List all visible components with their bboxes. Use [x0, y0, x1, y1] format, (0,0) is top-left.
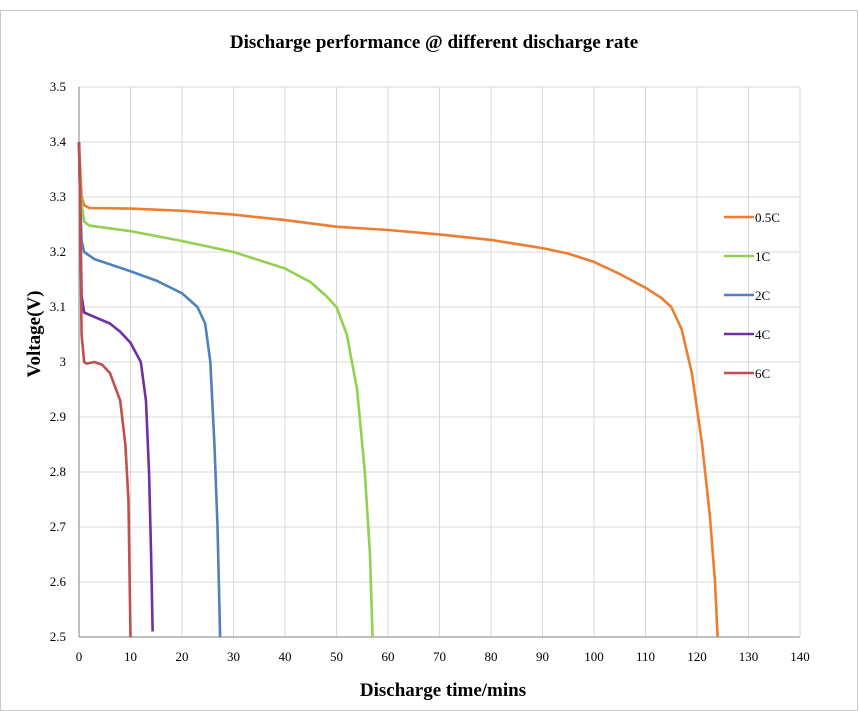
legend-label: 6C — [755, 366, 770, 381]
x-tick-label: 30 — [227, 649, 240, 664]
y-tick-label: 3 — [60, 354, 67, 369]
x-tick-label: 50 — [330, 649, 343, 664]
series-line-6c — [77, 141, 132, 638]
x-axis-title: Discharge time/mins — [360, 680, 526, 701]
chart-title: Discharge performance @ different discha… — [230, 32, 638, 53]
y-tick-label: 3.3 — [50, 189, 66, 204]
x-tick-label: 110 — [636, 649, 655, 664]
series-line-2c — [77, 141, 222, 638]
y-tick-label: 2.7 — [50, 519, 67, 534]
x-tick-label: 70 — [433, 649, 446, 664]
y-tick-label: 2.8 — [50, 464, 66, 479]
y-tick-label: 2.5 — [50, 629, 66, 644]
x-tick-label: 40 — [279, 649, 292, 664]
x-tick-label: 100 — [584, 649, 604, 664]
x-tick-label: 60 — [382, 649, 395, 664]
y-tick-label: 3.5 — [50, 79, 66, 94]
x-tick-label: 130 — [739, 649, 759, 664]
axes: 0 10 20 30 40 50 60 70 80 90 100 110 120 130 140 2.5 2.6… — [50, 79, 810, 664]
x-tick-label: 20 — [176, 649, 189, 664]
y-tick-label: 3.4 — [50, 134, 67, 149]
y-axis-title: Voltage(V) — [24, 291, 45, 378]
x-tick-label: 80 — [485, 649, 498, 664]
x-tick-label: 120 — [687, 649, 707, 664]
x-tick-label: 10 — [124, 649, 137, 664]
legend-label: 0.5C — [755, 210, 780, 225]
y-tick-label: 2.6 — [50, 574, 67, 589]
x-tick-label: 0 — [76, 649, 83, 664]
y-tick-label: 3.1 — [50, 299, 66, 314]
x-tick-label: 90 — [536, 649, 549, 664]
gridlines — [79, 86, 801, 637]
series-line-0-5c — [77, 141, 719, 638]
y-tick-label: 3.2 — [50, 244, 66, 259]
legend-label: 2C — [755, 288, 770, 303]
series-lines — [77, 141, 719, 638]
legend-label: 1C — [755, 249, 770, 264]
legend: 0.5C 1C 2C 4C 6C — [724, 210, 780, 381]
x-tick-label: 140 — [790, 649, 810, 664]
y-tick-label: 2.9 — [50, 409, 66, 424]
series-line-1c — [77, 141, 374, 638]
legend-label: 4C — [755, 327, 770, 342]
